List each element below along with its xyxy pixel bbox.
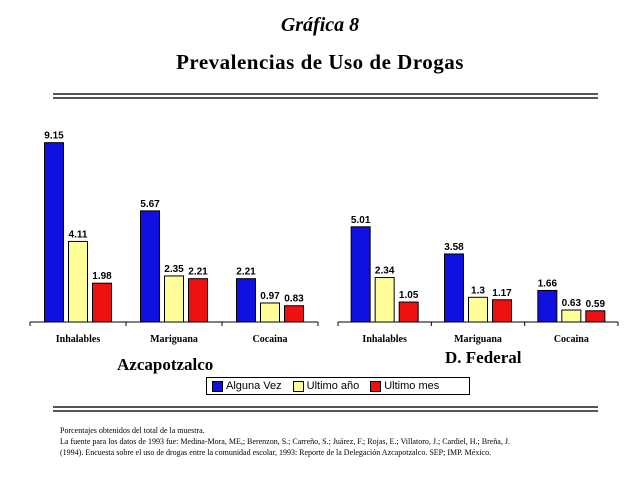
data-label-1-2-1: 0.97 (260, 291, 280, 302)
legend-swatch-alguna-vez (212, 380, 223, 392)
data-label-2-0-1: 2.34 (375, 266, 395, 277)
legend-label-ultimo-ano: Ultimo año (306, 380, 360, 392)
legend-label-alguna-vez: Alguna Vez (226, 380, 282, 392)
data-label-2-1-0: 3.58 (444, 242, 464, 253)
bar-1-2-2 (284, 305, 304, 323)
chart-title: Prevalencias de Uso de Drogas (176, 50, 464, 74)
bar-2-0-1 (374, 277, 395, 323)
data-label-2-1-1: 1.3 (471, 285, 485, 296)
data-label-2-0-2: 1.05 (399, 290, 419, 301)
tick-label-1-2: Cocaina (253, 334, 288, 345)
data-label-1-0-0: 9.15 (44, 131, 64, 142)
bar-2-2-1 (561, 309, 582, 323)
footnote: Porcentajes obtenidos del total de la mu… (60, 425, 620, 458)
footnote-line-1: Porcentajes obtenidos del total de la mu… (60, 426, 205, 435)
bar-1-1-1 (164, 275, 184, 323)
tick-label-1-0: Inhalables (56, 334, 101, 345)
legend-label-ultimo-mes: Ultimo mes (384, 380, 440, 392)
footnote-line-2: La fuente para los datos de 1993 fue: Me… (60, 437, 510, 446)
footnote-line-3: (1994). Encuesta sobre el uso de drogas … (60, 448, 492, 457)
data-label-2-1-2: 1.17 (492, 288, 512, 299)
data-label-1-1-0: 5.67 (140, 199, 160, 210)
bar-1-1-0 (140, 210, 160, 323)
bar-1-2-0 (236, 278, 256, 323)
bar-1-1-2 (188, 278, 208, 323)
bottom-rule-2 (53, 410, 598, 412)
bar-2-1-0 (444, 253, 464, 323)
legend-swatch-ultimo-ano (292, 380, 304, 392)
tick-label-2-1: Mariguana (454, 334, 502, 345)
chart-panel-1: 9.15 4.11 1.98 Inhalables 5.67 2.35 2.21 Marigu… (29, 131, 319, 345)
data-label-2-0-0: 5.01 (351, 215, 371, 226)
bar-1-2-1 (260, 302, 280, 323)
data-label-1-1-2: 2.21 (188, 267, 208, 278)
data-label-2-2-2: 0.59 (586, 299, 606, 310)
bar-1-0-0 (44, 142, 64, 323)
bar-2-0-0 (350, 226, 371, 323)
data-label-1-0-1: 4.11 (69, 229, 88, 240)
bottom-rule-1 (53, 406, 598, 408)
data-label-1-2-0: 2.21 (236, 267, 256, 278)
bar-2-2-0 (537, 289, 558, 323)
chart-supertitle: Gráfica 8 (280, 14, 360, 36)
group-label-dfederal: D. Federal (445, 348, 522, 367)
data-label-1-0-2: 1.98 (92, 271, 112, 282)
top-rule-1 (53, 93, 598, 95)
bar-2-1-1 (468, 296, 488, 323)
bar-2-0-2 (398, 301, 419, 323)
bar-1-0-1 (68, 240, 88, 323)
legend-item-ultimo-ano: Ultimo año (292, 380, 360, 392)
legend-item-ultimo-mes: Ultimo mes (370, 380, 439, 392)
data-label-2-2-0: 1.66 (538, 278, 558, 289)
chart-panel-2: 5.01 2.34 1.05 Inhalables 3.58 1.3 1.17 Marigua… (337, 215, 619, 345)
tick-label-2-0: Inhalables (362, 334, 407, 345)
bar-1-0-2 (92, 282, 112, 323)
top-rule-2 (53, 97, 598, 99)
legend: Alguna Vez Ultimo año Ultimo mes (206, 377, 470, 395)
data-label-2-2-1: 0.63 (562, 298, 582, 309)
bar-2-1-2 (492, 299, 512, 323)
tick-label-1-1: Mariguana (150, 334, 198, 345)
data-label-1-2-2: 0.83 (284, 294, 304, 305)
tick-label-2-2: Cocaina (554, 334, 589, 345)
group-label-azcapotzalco: Azcapotzalco (117, 355, 214, 374)
bar-2-2-2 (585, 310, 606, 323)
legend-swatch-ultimo-mes (370, 380, 382, 392)
data-label-1-1-1: 2.35 (164, 264, 184, 275)
legend-item-alguna-vez: Alguna Vez (212, 380, 282, 392)
